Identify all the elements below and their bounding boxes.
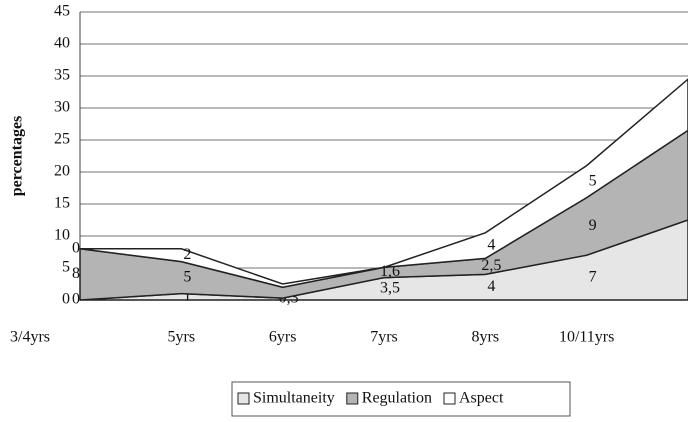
data-label: 2,5 <box>481 257 501 274</box>
legend-label: Aspect <box>459 390 504 407</box>
y-tick-label: 15 <box>54 195 70 212</box>
y-tick-label: 0 <box>62 291 70 308</box>
y-tick-label: 25 <box>54 131 70 148</box>
x-tick-label: 8yrs <box>472 329 500 346</box>
legend-box <box>231 381 571 417</box>
data-label: 8 <box>72 265 80 282</box>
y-tick-label: 20 <box>54 163 70 180</box>
data-label: 9 <box>589 217 597 234</box>
data-label: 4 <box>487 236 495 253</box>
area <box>79 78 688 288</box>
data-label: 0 <box>72 239 80 256</box>
data-label: 4 <box>487 278 495 295</box>
data-label: 7 <box>589 268 597 285</box>
y-tick-label: 40 <box>54 35 70 52</box>
legend-swatch <box>237 392 250 405</box>
x-tick-label: 3/4yrs <box>10 329 50 346</box>
x-tick-label: 7yrs <box>370 329 398 346</box>
x-tick-label: 6yrs <box>269 329 297 346</box>
y-tick-label: 45 <box>54 3 70 20</box>
legend-swatch <box>443 392 456 405</box>
data-label: 3,5 <box>380 279 400 296</box>
y-tick-label: 5 <box>62 259 70 276</box>
x-tick-label: 10/11yrs <box>559 329 614 346</box>
y-axis-label: percentages <box>9 116 26 197</box>
data-label: 0 <box>72 291 80 308</box>
x-tick-label: 5yrs <box>168 329 196 346</box>
data-label: 1 <box>183 287 191 304</box>
data-label: 5 <box>183 268 191 285</box>
legend-swatch <box>346 392 359 405</box>
y-tick-label: 30 <box>54 99 70 116</box>
data-label: 2 <box>183 246 191 263</box>
legend-label: Simultaneity <box>253 390 335 407</box>
y-tick-label: 10 <box>54 227 70 244</box>
data-label: 5 <box>589 172 597 189</box>
legend-label: Regulation <box>362 390 432 407</box>
y-tick-label: 35 <box>54 67 70 84</box>
